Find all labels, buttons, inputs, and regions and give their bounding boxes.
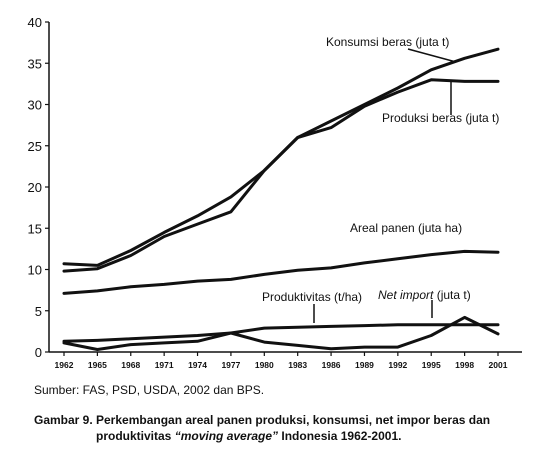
x-tick-label: 1971: [155, 360, 174, 370]
x-tick-label: 1974: [188, 360, 207, 370]
series-line-areal: [62, 249, 500, 295]
y-axis-ticks: 0 5 10 15 20 25 30 35 40: [28, 15, 49, 360]
y-tick-label: 15: [28, 221, 42, 236]
x-axis-ticks: 1962 1965 1968 1971 1974 1977 1980 1983 1986 1989…: [55, 352, 508, 370]
x-tick-label: 1977: [221, 360, 240, 370]
label-net-import: Net import (juta t): [378, 288, 471, 302]
series-line-net-import: [62, 315, 500, 351]
x-tick-label: 1965: [88, 360, 107, 370]
figure-caption: Gambar 9. Perkembangan areal panen produk…: [34, 412, 534, 444]
x-tick-label: 1980: [255, 360, 274, 370]
label-konsumsi: Konsumsi beras (juta t): [326, 35, 449, 49]
y-tick-label: 25: [28, 139, 42, 154]
x-tick-label: 1992: [388, 360, 407, 370]
source-note: Sumber: FAS, PSD, USDA, 2002 dan BPS.: [34, 383, 265, 397]
y-tick-label: 0: [35, 345, 42, 360]
y-tick-label: 40: [28, 15, 42, 30]
label-leader-lines: [313, 48, 457, 323]
y-tick-label: 10: [28, 263, 42, 278]
label-produktivitas: Produktivitas (t/ha): [262, 290, 362, 304]
x-tick-label: 1962: [55, 360, 74, 370]
y-tick-label: 20: [28, 180, 42, 195]
caption-text-italic: “moving average”: [174, 429, 279, 443]
x-tick-label: 2001: [489, 360, 508, 370]
figure-number: Gambar 9.: [34, 413, 93, 427]
x-tick-label: 1989: [355, 360, 374, 370]
x-tick-label: 1986: [322, 360, 341, 370]
x-tick-label: 1995: [422, 360, 441, 370]
label-areal: Areal panen (juta ha): [350, 221, 462, 235]
label-produksi: Produksi beras (juta t): [382, 111, 499, 125]
caption-text-end: Indonesia 1962-2001.: [278, 429, 402, 443]
series-lines: [62, 47, 500, 351]
series-line-produktivitas: [62, 323, 500, 343]
y-tick-label: 5: [35, 304, 42, 319]
x-tick-label: 1968: [121, 360, 140, 370]
caption-text-start: Perkembangan areal panen produksi, konsu…: [96, 413, 491, 443]
line-chart: 0 5 10 15 20 25 30 35 40 1962 1965 1968 1971 1974 197…: [28, 15, 522, 370]
x-tick-label: 1983: [288, 360, 307, 370]
y-tick-label: 35: [28, 56, 42, 71]
label-net-import-unit: (juta t): [433, 288, 470, 302]
y-tick-label: 30: [28, 98, 42, 113]
figure-caption-text: Perkembangan areal panen produksi, konsu…: [96, 412, 516, 444]
x-tick-label: 1998: [455, 360, 474, 370]
series-line-produksi: [62, 78, 500, 273]
leader-konsumsi: [407, 48, 457, 63]
label-net-import-italic: Net import: [378, 288, 434, 302]
